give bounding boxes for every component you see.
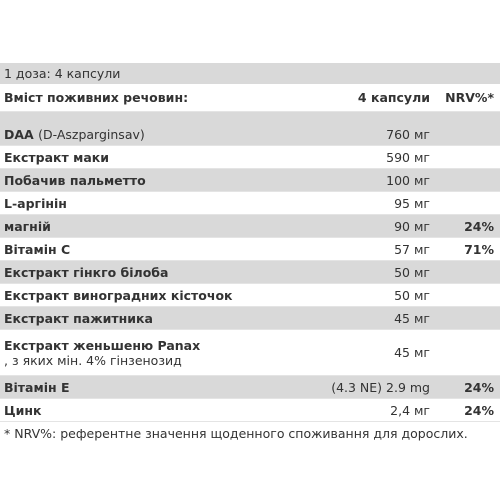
nrv: 71% <box>464 241 494 257</box>
nutrient-name: магній <box>4 218 51 234</box>
nutrient-cell: Екстракт гінкго білоба <box>0 265 320 280</box>
header-row: Вміст поживних речовин: 4 капсули NRV%* <box>0 84 500 112</box>
nutrient-note: , з яких мін. 4% гінзенозид <box>4 352 182 368</box>
nutrient-name: DAA <box>4 126 34 142</box>
nutrient-name: Екстракт маки <box>4 149 110 165</box>
separator <box>0 112 500 123</box>
table-row: Екстракт гінкго білоба 50 мг <box>0 261 500 284</box>
table-row: Цинк 2,4 мг 24% <box>0 399 500 422</box>
amount: 57 мг <box>394 241 430 257</box>
table-row: магній 90 мг 24% <box>0 215 500 238</box>
nutrient-name: Побачив пальметто <box>4 172 146 188</box>
nutrient-cell: Вітамін E <box>0 380 320 395</box>
table-row: DAA (D-Aszparginsav) 760 мг <box>0 123 500 146</box>
dose: 1 доза: 4 капсули <box>0 63 500 84</box>
nutrient-cell: Цинк <box>0 403 320 418</box>
nutrient-name: Вітамін E <box>4 379 70 395</box>
amount: 590 мг <box>386 149 430 165</box>
table-row: Вітамін C 57 мг 71% <box>0 238 500 261</box>
table-row: Екстракт виноградних кісточок 50 мг <box>0 284 500 307</box>
amount: 50 мг <box>394 264 430 280</box>
nutrient-cell: Екстракт виноградних кісточок <box>0 288 320 303</box>
nutrient-name: Вітамін C <box>4 241 71 257</box>
nutrient-note: (D-Aszparginsav) <box>38 126 145 142</box>
nutrient-cell: L-аргінін <box>0 196 320 211</box>
amount: 760 мг <box>386 126 430 142</box>
table-row: Екстракт пажитника 45 мг <box>0 307 500 330</box>
amount: 45 мг <box>394 310 430 326</box>
nutrient-cell: DAA (D-Aszparginsav) <box>0 127 320 142</box>
nutrient-name: Екстракт виноградних кісточок <box>4 287 233 303</box>
header-amount: 4 капсули <box>357 90 430 105</box>
amount: (4.3 NE) 2.9 mg <box>331 379 430 395</box>
nutrient-name: Екстракт пажитника <box>4 310 153 326</box>
nrv: 24% <box>464 379 494 395</box>
nutrient-cell: магній <box>0 219 320 234</box>
amount: 100 мг <box>386 172 430 188</box>
nutrient-name: Екстракт женьшеню Panax <box>4 337 201 353</box>
nutrient-name: L-аргінін <box>4 195 67 211</box>
nutrient-name: Екстракт гінкго білоба <box>4 264 169 280</box>
amount: 45 мг <box>394 345 430 360</box>
table-row: Побачив пальметто 100 мг <box>0 169 500 192</box>
table-row: Вітамін E (4.3 NE) 2.9 mg 24% <box>0 376 500 399</box>
nutrient-cell: Вітамін C <box>0 242 320 257</box>
footnote: * NRV%: референтне значення щоденного сп… <box>4 426 468 441</box>
nutrient-cell: Побачив пальметто <box>0 173 320 188</box>
nrv: 24% <box>464 218 494 234</box>
nrv: 24% <box>464 402 494 418</box>
amount: 50 мг <box>394 287 430 303</box>
amount: 2,4 мг <box>390 402 430 418</box>
nutrient-cell: Екстракт женьшеню Panax , з яких мін. 4%… <box>0 338 320 368</box>
nutrient-cell: Екстракт пажитника <box>0 311 320 326</box>
table-row: Екстракт женьшеню Panax , з яких мін. 4%… <box>0 330 500 376</box>
rows: DAA (D-Aszparginsav) 760 мг Екстракт маки 5… <box>0 123 500 422</box>
header-nrv: NRV%* <box>445 90 494 105</box>
nutrition-table: 1 доза: 4 капсули Вміст поживних речовин… <box>0 63 500 446</box>
table-row: L-аргінін 95 мг <box>0 192 500 215</box>
header-name: Вміст поживних речовин: <box>4 90 189 105</box>
amount: 95 мг <box>394 195 430 211</box>
nutrient-name: Цинк <box>4 402 42 418</box>
amount: 90 мг <box>394 218 430 234</box>
table-row: Екстракт маки 590 мг <box>0 146 500 169</box>
nutrient-cell: Екстракт маки <box>0 150 320 165</box>
